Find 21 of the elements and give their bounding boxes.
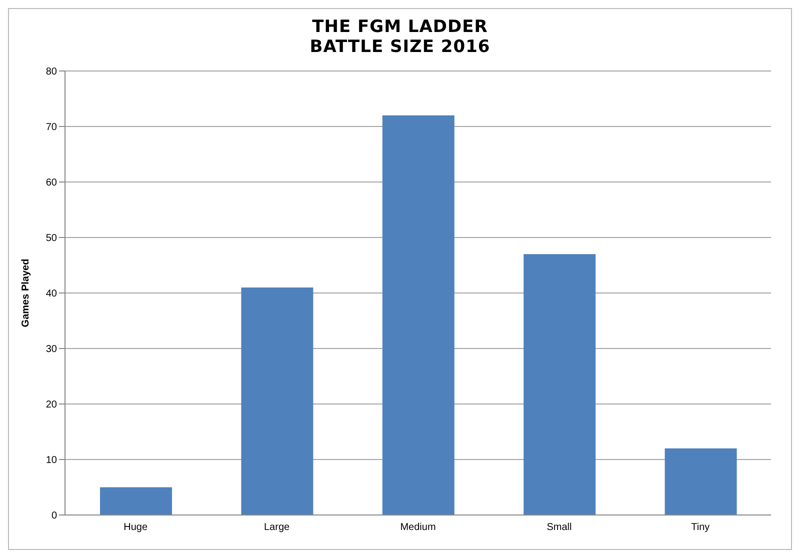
y-tick-label: 10	[46, 455, 58, 466]
bar	[664, 448, 737, 515]
y-tick-label: 50	[46, 233, 58, 244]
y-tick-label: 40	[46, 288, 58, 300]
bar	[524, 254, 596, 515]
bar	[100, 487, 172, 515]
y-tick-label: 0	[51, 510, 58, 522]
x-tick-label: Huge	[124, 522, 148, 534]
bar	[382, 115, 454, 515]
x-tick-label: Tiny	[691, 522, 710, 534]
y-axis-title: Games Played	[20, 258, 32, 328]
y-tick-label: 70	[46, 122, 58, 134]
y-tick-label: 30	[46, 344, 58, 356]
y-tick-label: 80	[46, 66, 58, 78]
y-tick-label: 20	[46, 400, 58, 411]
bar	[241, 287, 314, 515]
x-tick-label: Small	[546, 522, 572, 534]
y-tick-label: 60	[46, 178, 58, 189]
x-tick-label: Medium	[400, 522, 436, 534]
x-tick-label: Large	[264, 522, 290, 534]
chart-title: THE FGM LADDER BATTLE SIZE 2016	[308, 17, 492, 57]
